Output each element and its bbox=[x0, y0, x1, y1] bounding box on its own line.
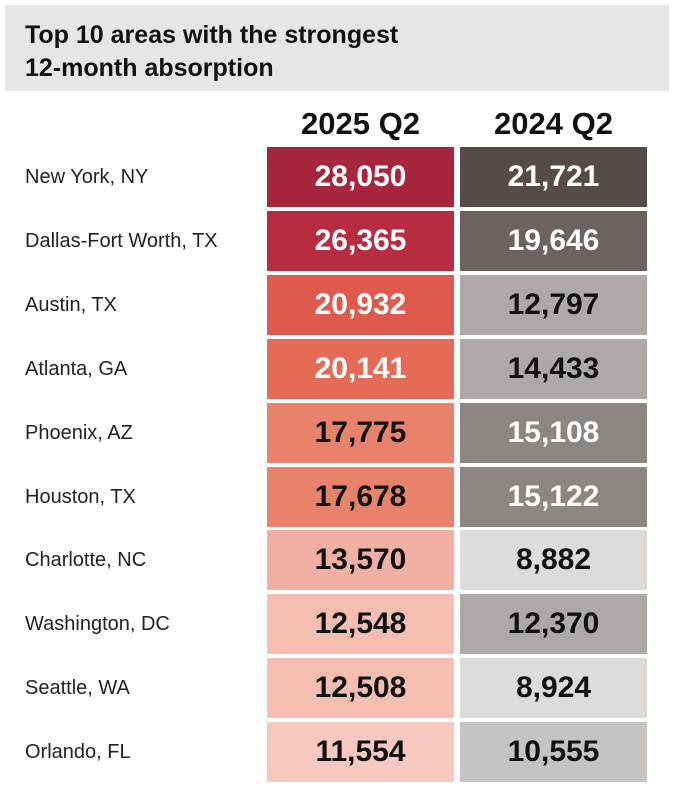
row-label: Houston, TX bbox=[25, 486, 136, 508]
cell-2025-q2: 12,548 bbox=[267, 594, 454, 654]
cell-2025-q2: 17,678 bbox=[267, 467, 454, 527]
title-line-2: 12-month absorption bbox=[25, 54, 274, 82]
cell-2024-q2: 15,108 bbox=[460, 403, 647, 463]
row-label: Seattle, WA bbox=[25, 677, 130, 699]
cell-2024-q2: 8,924 bbox=[460, 658, 647, 718]
row-label: Washington, DC bbox=[25, 613, 170, 635]
cell-2024-q2: 15,122 bbox=[460, 467, 647, 527]
cell-2024-q2: 12,797 bbox=[460, 275, 647, 335]
cell-2025-q2: 26,365 bbox=[267, 211, 454, 271]
cell-2025-q2: 20,141 bbox=[267, 339, 454, 399]
row-label: Dallas-Fort Worth, TX bbox=[25, 230, 218, 252]
cell-2025-q2: 12,508 bbox=[267, 658, 454, 718]
chart-title: Top 10 areas with the strongest 12-month… bbox=[25, 19, 645, 85]
title-line-1: Top 10 areas with the strongest bbox=[25, 21, 399, 49]
row-label: Orlando, FL bbox=[25, 741, 131, 763]
cell-2025-q2: 17,775 bbox=[267, 403, 454, 463]
cell-2025-q2: 13,570 bbox=[267, 530, 454, 590]
cell-2024-q2: 19,646 bbox=[460, 211, 647, 271]
cell-2025-q2: 20,932 bbox=[267, 275, 454, 335]
title-banner: Top 10 areas with the strongest 12-month… bbox=[5, 5, 669, 91]
cell-2025-q2: 28,050 bbox=[267, 147, 454, 207]
cell-2024-q2: 10,555 bbox=[460, 722, 647, 782]
cell-2024-q2: 8,882 bbox=[460, 530, 647, 590]
column-header-2025-q2: 2025 Q2 bbox=[301, 106, 420, 141]
row-label: Austin, TX bbox=[25, 294, 117, 316]
row-label: Atlanta, GA bbox=[25, 358, 128, 380]
row-label: New York, NY bbox=[25, 166, 149, 188]
row-label: Phoenix, AZ bbox=[25, 422, 133, 444]
row-label: Charlotte, NC bbox=[25, 549, 147, 571]
cell-2025-q2: 11,554 bbox=[267, 722, 454, 782]
column-header-2024-q2: 2024 Q2 bbox=[494, 106, 613, 141]
cell-2024-q2: 21,721 bbox=[460, 147, 647, 207]
cell-2024-q2: 14,433 bbox=[460, 339, 647, 399]
cell-2024-q2: 12,370 bbox=[460, 594, 647, 654]
